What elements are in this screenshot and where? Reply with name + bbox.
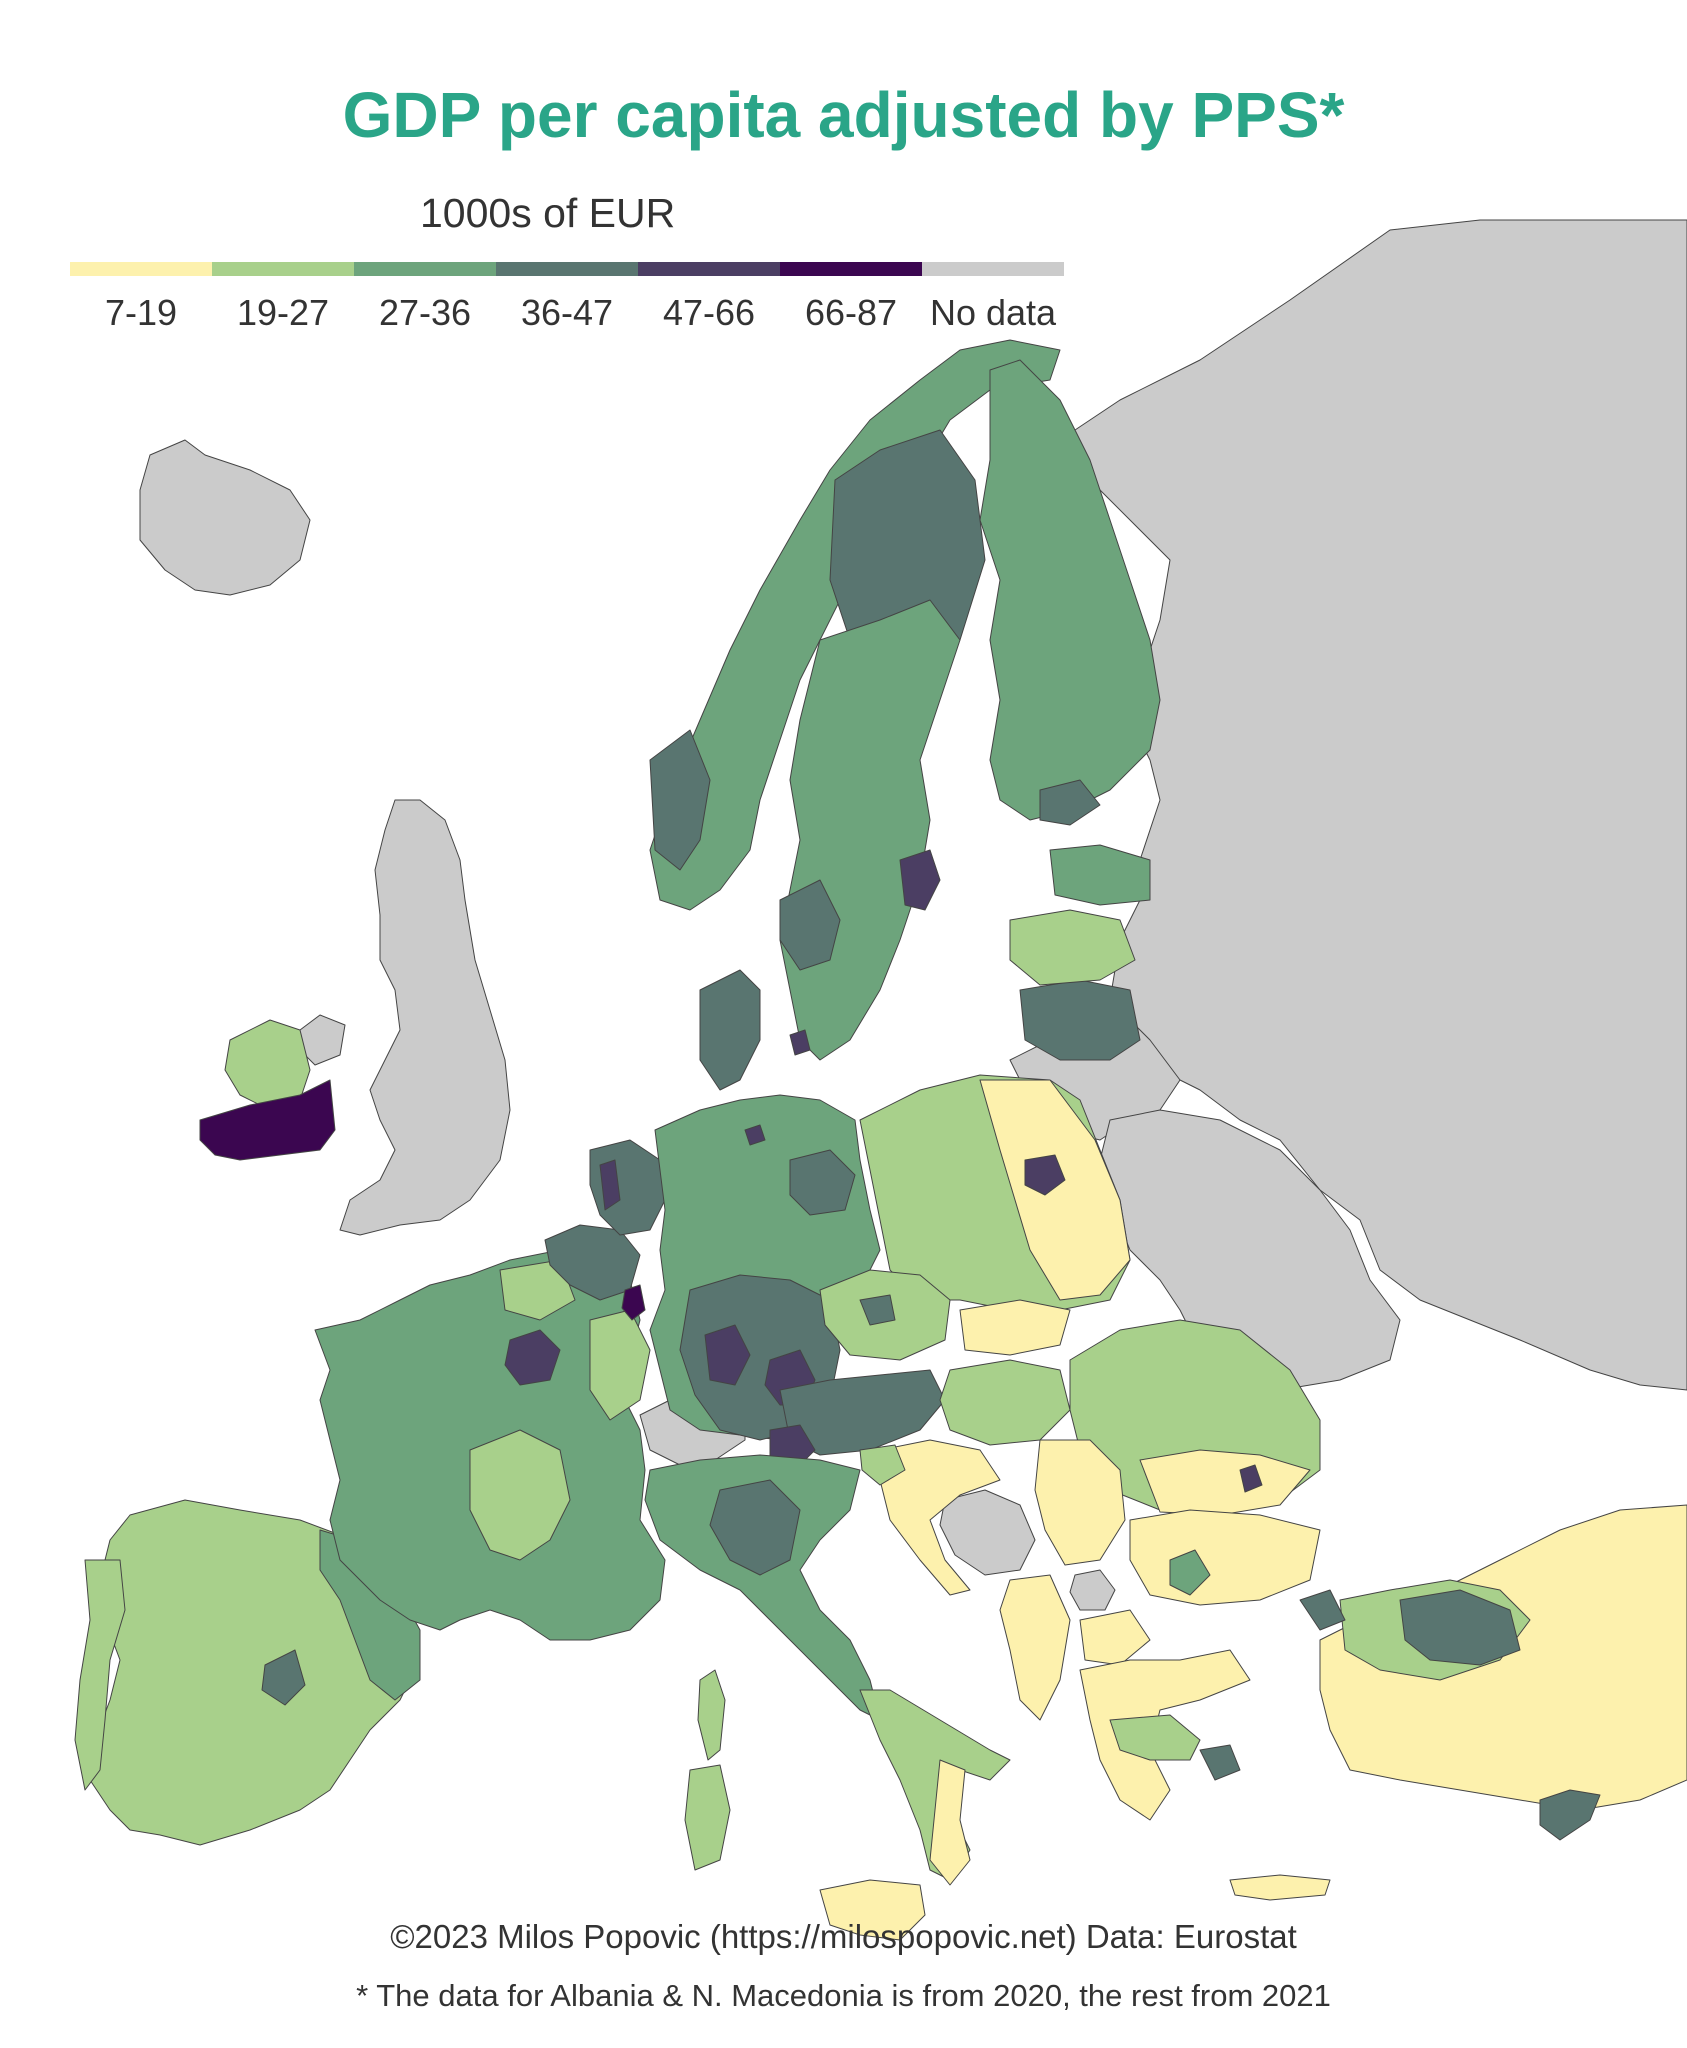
sardinia — [684, 1764, 731, 1871]
legend-label-36-47: 36-47 — [520, 292, 614, 333]
france-regions — [314, 1249, 726, 1761]
norway-west — [649, 729, 711, 871]
legend-color-bar — [70, 262, 1064, 276]
helsinki — [1039, 779, 1101, 826]
attica — [1199, 1744, 1241, 1781]
southeast-regions — [1079, 1504, 1687, 1901]
sofia — [1169, 1549, 1211, 1596]
kosovo — [1069, 1569, 1116, 1611]
map-title: GDP per capita adjusted by PPS* — [342, 79, 1345, 151]
poland-east — [979, 1079, 1131, 1301]
ireland-south — [199, 1079, 336, 1161]
corsica — [697, 1669, 726, 1761]
benelux-regions — [544, 1139, 666, 1321]
legend-label-no-data: No data — [929, 292, 1057, 333]
iceland — [139, 439, 311, 596]
central-europe-regions — [649, 1094, 946, 1471]
estonia — [1049, 844, 1151, 906]
italy-north — [644, 1454, 881, 1721]
legend-label-7-19: 7-19 — [104, 292, 178, 333]
copenhagen — [789, 1029, 811, 1056]
legend-swatch-27-36 — [354, 262, 496, 276]
warsaw — [1024, 1154, 1066, 1196]
istanbul — [1299, 1589, 1346, 1631]
sweden-south — [779, 879, 841, 971]
denmark — [699, 969, 761, 1091]
lithuania — [1019, 979, 1141, 1061]
serbia — [1034, 1439, 1126, 1566]
legend-label-66-87: 66-87 — [804, 292, 898, 333]
cyprus — [1539, 1789, 1601, 1841]
france-centre — [469, 1429, 571, 1561]
madrid-region — [261, 1649, 306, 1706]
ankara-region — [1399, 1589, 1521, 1666]
legend-title: 1000s of EUR — [420, 190, 676, 236]
italy-regions — [644, 1454, 1011, 1941]
turkey — [1319, 1504, 1687, 1811]
netherlands — [589, 1139, 666, 1236]
hamburg — [744, 1124, 766, 1146]
berlin-east — [789, 1149, 856, 1216]
portugal — [74, 1559, 126, 1791]
bosnia — [939, 1489, 1036, 1576]
legend-label-47-66: 47-66 — [662, 292, 756, 333]
crete — [1229, 1874, 1331, 1901]
greece-central — [1109, 1714, 1201, 1761]
legend-labels: 7-19 19-27 27-36 36-47 47-66 66-87 No da… — [70, 292, 1064, 334]
croatia — [879, 1439, 1001, 1596]
bucharest — [1239, 1464, 1263, 1493]
legend-swatch-47-66 — [638, 262, 780, 276]
romania-south — [1139, 1449, 1311, 1516]
eastern-europe-regions — [819, 844, 1321, 1721]
bulgaria — [1129, 1509, 1321, 1606]
ireland-regions — [199, 1019, 336, 1161]
luxembourg — [621, 1284, 646, 1321]
ile-de-france — [504, 1329, 561, 1386]
france-east — [589, 1309, 651, 1421]
stuttgart-area — [704, 1324, 751, 1386]
calabria — [929, 1759, 971, 1886]
great-britain — [339, 799, 511, 1236]
no-data-regions — [139, 219, 1687, 1611]
legend-label-27-36: 27-36 — [378, 292, 472, 333]
legend-swatch-36-47 — [496, 262, 638, 276]
netherlands-west — [599, 1159, 621, 1211]
legend-swatch-19-27 — [212, 262, 354, 276]
credit-text: ©2023 Milos Popovic (https://milospopovi… — [390, 1918, 1297, 1955]
legend-label-19-27: 19-27 — [236, 292, 330, 333]
slovakia — [959, 1299, 1071, 1356]
lombardy — [709, 1479, 801, 1576]
north-macedonia — [1079, 1609, 1151, 1666]
latvia — [1009, 909, 1136, 986]
footnote-text: * The data for Albania & N. Macedonia is… — [356, 1978, 1331, 2013]
montenegro-albania — [999, 1574, 1071, 1721]
prague-area — [859, 1294, 896, 1326]
legend-swatch-66-87 — [780, 262, 922, 276]
slovenia — [859, 1444, 906, 1486]
stockholm — [899, 849, 941, 911]
sweden — [779, 599, 961, 1061]
hungary — [939, 1359, 1071, 1446]
scandinavia-regions — [649, 339, 1161, 1091]
ukraine-region — [1099, 1109, 1401, 1391]
legend-swatch-7-19 — [70, 262, 212, 276]
sicily — [819, 1879, 926, 1941]
legend-swatch-no-data — [922, 262, 1064, 276]
iberia-regions — [74, 1499, 421, 1846]
